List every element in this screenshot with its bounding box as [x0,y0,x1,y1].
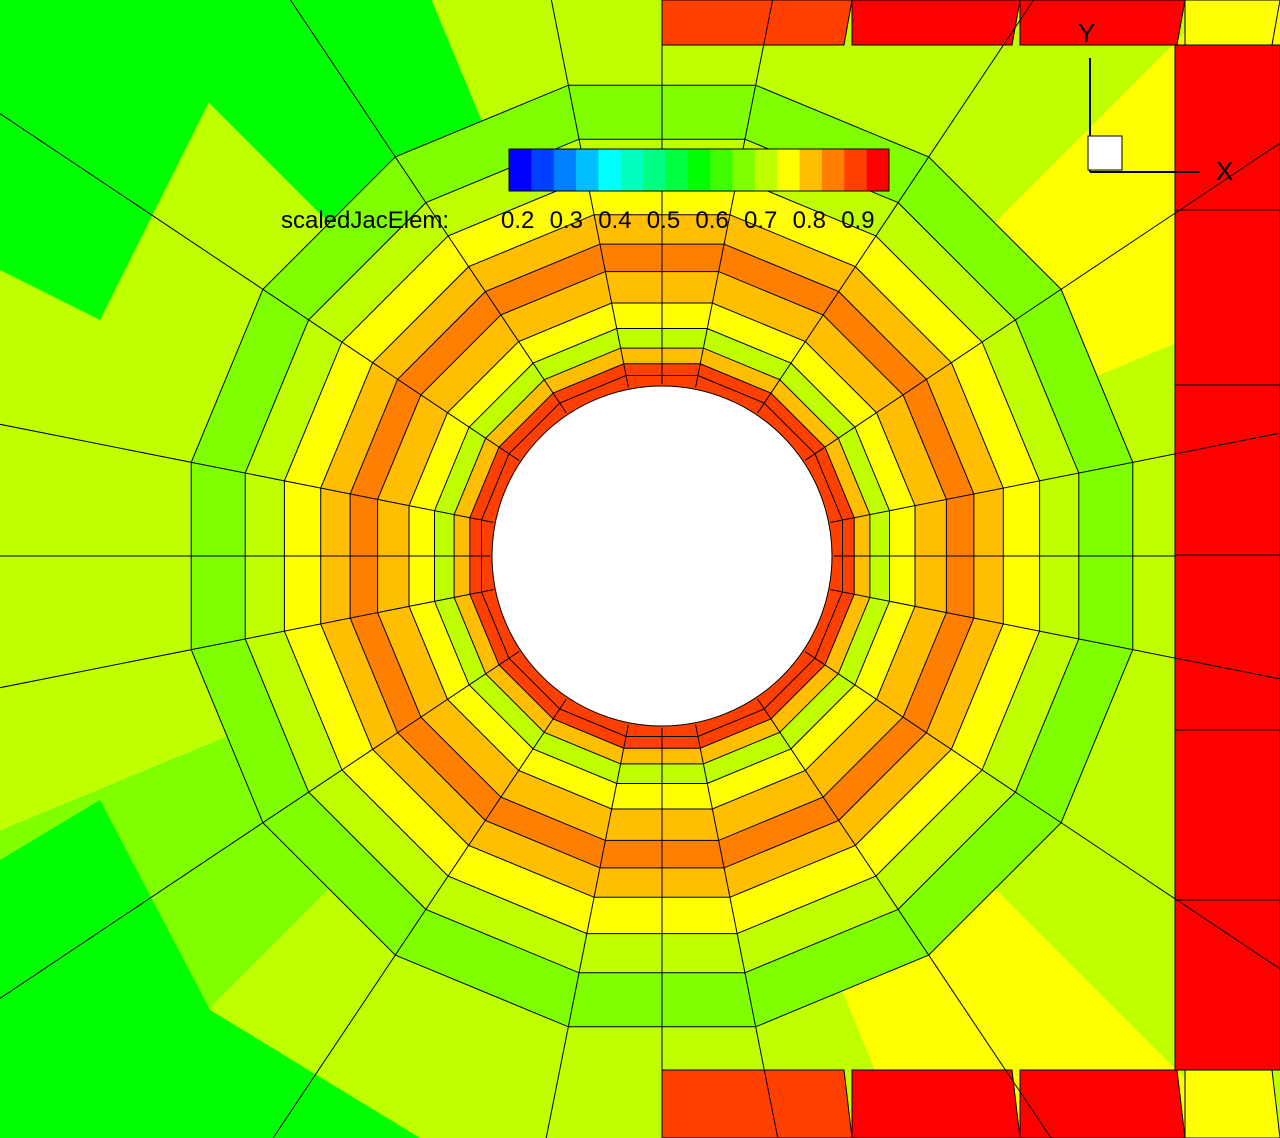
mesh-top-cell [1184,0,1280,46]
mesh-gridline [757,0,1035,414]
legend-swatch [576,149,599,191]
mesh-gridline [830,589,1280,680]
legend-swatch [821,149,845,191]
mesh-top-cell [851,0,1021,46]
legend-swatch [687,149,711,191]
legend-tick-label: 0.3 [550,207,583,234]
mesh-bottom-cell [851,1069,1021,1138]
legend-color-bar [509,149,890,191]
cylinder-hole [491,385,833,727]
mesh-gridline [272,698,567,1138]
mesh-gridline [0,589,494,689]
legend-tick-label: 0.7 [744,207,777,234]
legend-tick-label: 0.5 [647,207,680,234]
legend-swatch [643,149,666,191]
mesh-gridline [757,698,1052,1138]
legend-swatch [777,149,801,191]
legend-swatch [598,149,622,191]
mesh-top-cell [1019,0,1186,46]
mesh-gridline [0,651,520,999]
legend-tick-label: 0.9 [841,207,874,234]
legend-tick-label: 0.6 [695,207,728,234]
legend-swatch [620,149,644,191]
legend-tick-label: 0.8 [793,207,826,234]
legend-swatch [509,149,532,191]
mesh-gridline [695,724,779,1138]
legend-swatch [754,149,778,191]
mesh-top-cell [661,0,853,46]
mesh-gridline [830,432,1280,523]
legend-swatch [732,149,756,191]
mesh-gridline [0,423,494,523]
legend-variable-label: scaledJacElem: [281,207,449,234]
mesh-corner-top-left [0,0,420,320]
legend-swatch [710,149,734,191]
mesh-right-strip [1174,44,1280,1071]
legend-swatch [553,149,577,191]
legend-swatch [866,149,890,191]
mesh-gridline [804,651,1280,970]
x-axis-label: X [1216,156,1233,186]
axis-triad: Y X [1078,18,1233,186]
mesh-bottom-cell [1019,1069,1186,1138]
y-axis-label: Y [1078,18,1095,48]
legend-tick-label: 0.4 [598,207,631,234]
mesh-gridline [0,113,520,461]
color-legend: scaledJacElem: 0.2 0.3 0.4 0.5 0.6 0.7 0.8 0.9 [281,148,890,234]
legend-swatch [844,149,868,191]
mesh-bottom-cell [1184,1069,1280,1138]
mesh-bottom-cell [661,1069,853,1138]
mesh-gridline [804,142,1280,461]
legend-bar-outline [508,148,890,192]
mesh-gridline [695,0,774,388]
legend-swatch [665,149,689,191]
legend-tick-label: 0.2 [501,207,534,234]
mesh-gridline [550,0,629,388]
legend-tick-labels: 0.2 0.3 0.4 0.5 0.6 0.7 0.8 0.9 [501,207,875,234]
mesh-gridline [289,0,567,414]
legend-swatch [799,149,823,191]
legend-swatch [531,149,555,191]
mesh-corner-bottom-left [0,800,420,1138]
axis-origin-box [1087,135,1123,171]
mesh-gridline [545,724,629,1138]
